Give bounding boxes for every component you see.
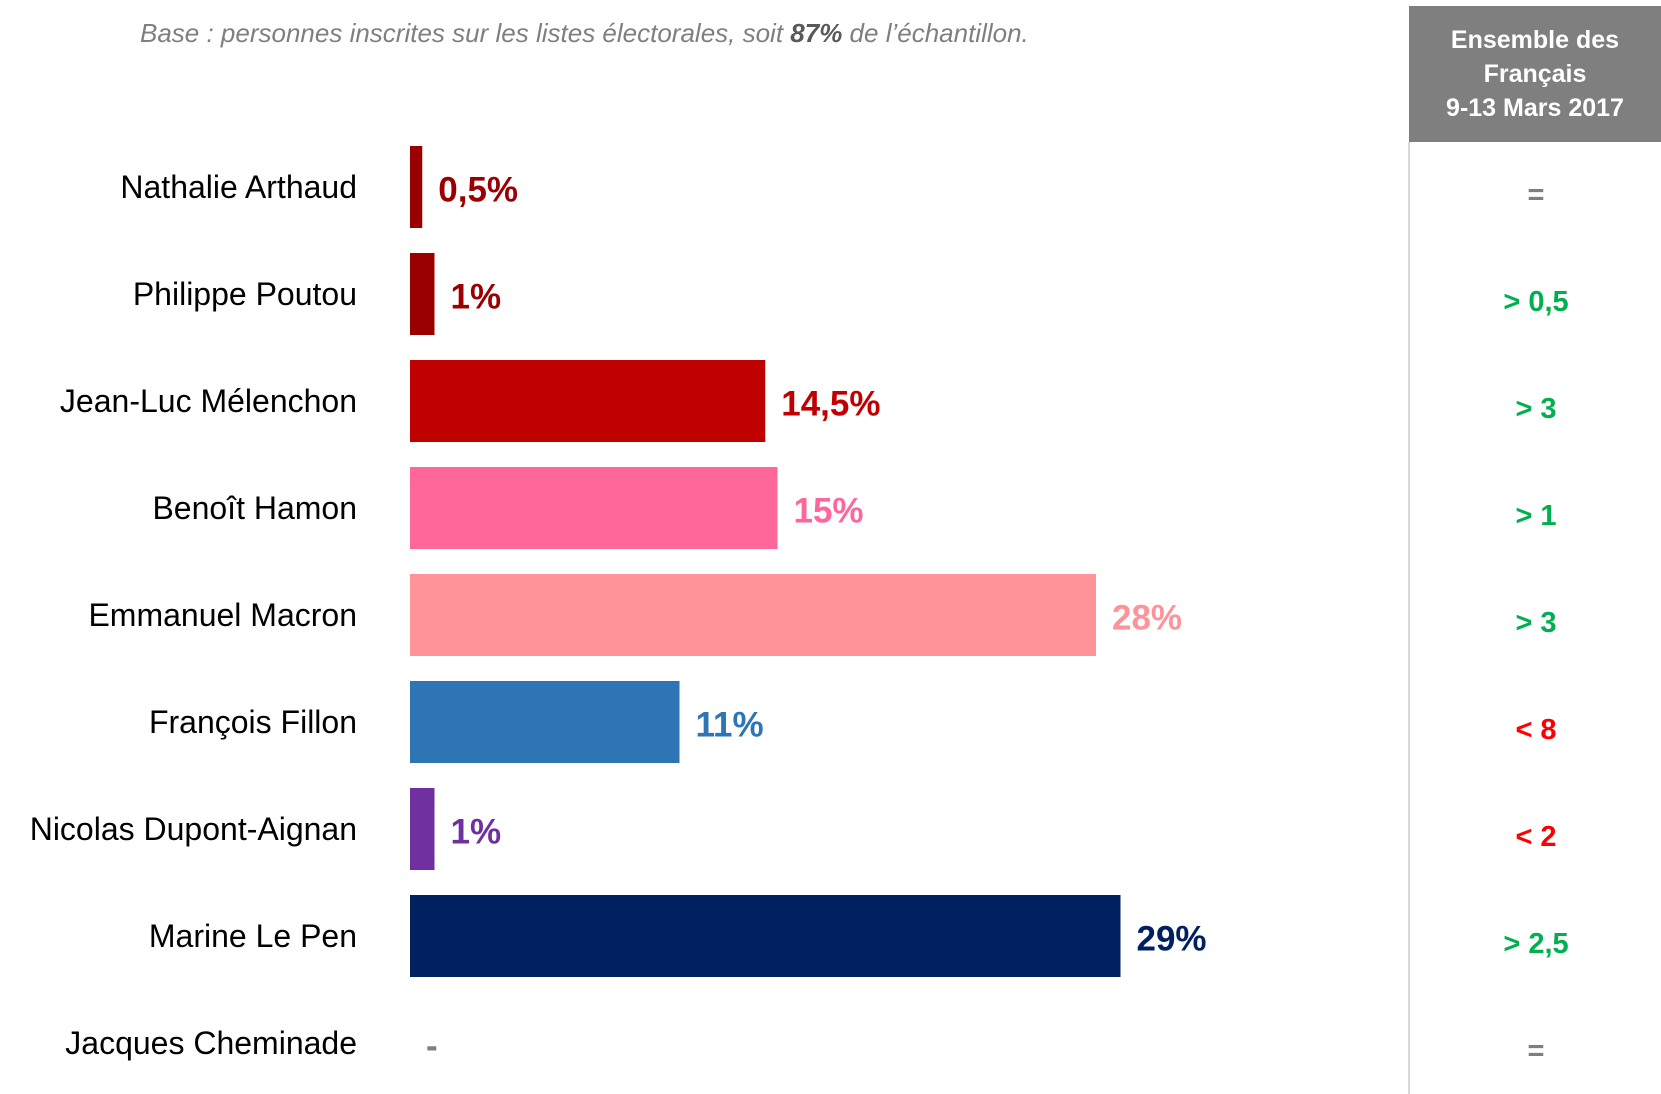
category-label: Nathalie Arthaud xyxy=(120,169,357,205)
comparison-value: > 0,5 xyxy=(1503,286,1568,318)
bar xyxy=(410,467,778,549)
data-label: 1% xyxy=(451,278,502,317)
base-note-suffix: de l’échantillon. xyxy=(842,18,1029,48)
comparison-column-divider xyxy=(1408,142,1410,1094)
comparison-header-line-1: Ensemble des xyxy=(1450,26,1620,54)
category-label: Marine Le Pen xyxy=(149,918,357,954)
comparison-value: = xyxy=(1528,179,1545,211)
category-label: Jean-Luc Mélenchon xyxy=(60,383,357,419)
data-label: 11% xyxy=(696,706,764,745)
comparison-header-line-2: Français xyxy=(1483,60,1587,88)
category-label: Philippe Poutou xyxy=(133,276,357,312)
comparison-value: > 1 xyxy=(1515,500,1556,532)
data-label: 1% xyxy=(451,813,502,852)
data-label: 29% xyxy=(1137,920,1207,959)
category-label: Emmanuel Macron xyxy=(88,597,357,633)
bar xyxy=(410,574,1096,656)
bar xyxy=(410,253,435,335)
bar xyxy=(410,788,435,870)
comparison-value: > 3 xyxy=(1515,393,1556,425)
comparison-value: > 3 xyxy=(1515,607,1556,639)
comparison-column-header: Ensemble des Français 9-13 Mars 2017 xyxy=(1409,6,1661,142)
bar xyxy=(410,146,423,228)
comparison-value: = xyxy=(1528,1035,1545,1067)
category-label: Jacques Cheminade xyxy=(65,1025,357,1061)
comparison-header-line-3: 9-13 Mars 2017 xyxy=(1446,94,1624,122)
data-label: 15% xyxy=(794,492,864,531)
comparison-value: < 8 xyxy=(1515,714,1556,746)
bar xyxy=(410,681,680,763)
comparison-value: < 2 xyxy=(1515,821,1556,853)
base-note: Base : personnes inscrites sur les liste… xyxy=(140,18,1029,49)
bar xyxy=(410,895,1121,977)
data-label: 28% xyxy=(1112,599,1182,638)
data-label: 0,5% xyxy=(438,171,518,210)
data-label: 14,5% xyxy=(781,385,880,424)
category-label: François Fillon xyxy=(149,704,357,740)
data-label: - xyxy=(426,1027,438,1066)
category-label: Benoît Hamon xyxy=(152,490,357,526)
base-note-emphasis: 87% xyxy=(790,18,843,48)
category-label: Nicolas Dupont-Aignan xyxy=(30,811,357,847)
base-note-prefix: Base : personnes inscrites sur les liste… xyxy=(140,18,791,48)
comparison-value: > 2,5 xyxy=(1503,928,1568,960)
bar xyxy=(410,360,766,442)
